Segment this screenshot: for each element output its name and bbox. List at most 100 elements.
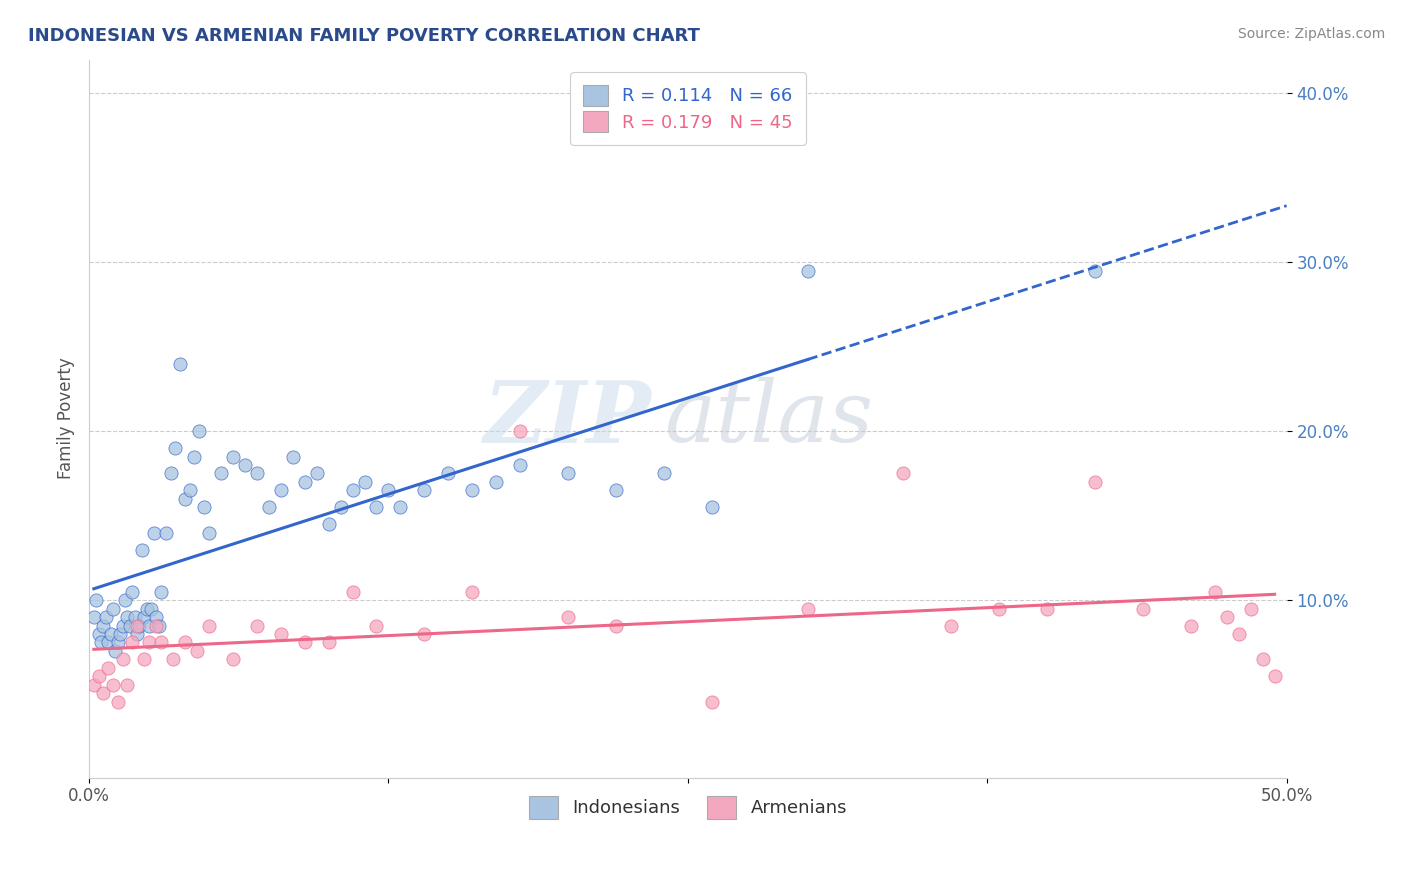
Point bbox=[121, 584, 143, 599]
Point bbox=[377, 483, 399, 498]
Point bbox=[193, 500, 215, 515]
Point bbox=[437, 467, 460, 481]
Point bbox=[461, 483, 484, 498]
Point bbox=[107, 694, 129, 708]
Point bbox=[209, 467, 232, 481]
Point bbox=[485, 475, 508, 489]
Point bbox=[87, 627, 110, 641]
Point bbox=[117, 678, 139, 692]
Point bbox=[233, 458, 256, 472]
Point bbox=[114, 593, 136, 607]
Point bbox=[246, 467, 269, 481]
Point bbox=[366, 500, 388, 515]
Point bbox=[134, 610, 156, 624]
Point bbox=[111, 618, 134, 632]
Point bbox=[198, 525, 221, 540]
Point bbox=[173, 491, 195, 506]
Point bbox=[1251, 652, 1274, 666]
Point bbox=[117, 610, 139, 624]
Point bbox=[294, 475, 316, 489]
Point bbox=[796, 601, 818, 615]
Point bbox=[134, 652, 156, 666]
Point bbox=[135, 601, 157, 615]
Point bbox=[605, 618, 627, 632]
Point bbox=[84, 593, 107, 607]
Point bbox=[318, 635, 340, 649]
Point bbox=[1132, 601, 1154, 615]
Point bbox=[179, 483, 201, 498]
Point bbox=[183, 450, 205, 464]
Point bbox=[125, 627, 148, 641]
Text: INDONESIAN VS ARMENIAN FAMILY POVERTY CORRELATION CHART: INDONESIAN VS ARMENIAN FAMILY POVERTY CO… bbox=[28, 27, 700, 45]
Point bbox=[366, 618, 388, 632]
Point bbox=[159, 467, 181, 481]
Text: ZIP: ZIP bbox=[484, 376, 652, 460]
Point bbox=[1240, 601, 1263, 615]
Point bbox=[389, 500, 412, 515]
Point bbox=[246, 618, 269, 632]
Point bbox=[1264, 669, 1286, 683]
Point bbox=[83, 610, 105, 624]
Point bbox=[188, 424, 211, 438]
Point bbox=[108, 627, 131, 641]
Point bbox=[142, 525, 165, 540]
Point bbox=[97, 635, 120, 649]
Point bbox=[138, 635, 160, 649]
Point bbox=[165, 441, 187, 455]
Point bbox=[342, 584, 364, 599]
Point bbox=[128, 618, 150, 632]
Point bbox=[1180, 618, 1202, 632]
Point bbox=[270, 627, 292, 641]
Point bbox=[988, 601, 1011, 615]
Point bbox=[329, 500, 352, 515]
Point bbox=[353, 475, 375, 489]
Point bbox=[796, 264, 818, 278]
Point bbox=[413, 627, 436, 641]
Point bbox=[131, 542, 153, 557]
Point bbox=[222, 652, 245, 666]
Point bbox=[162, 652, 184, 666]
Point bbox=[1227, 627, 1250, 641]
Point bbox=[155, 525, 177, 540]
Point bbox=[281, 450, 304, 464]
Point bbox=[90, 635, 112, 649]
Point bbox=[700, 500, 723, 515]
Point bbox=[121, 635, 143, 649]
Point bbox=[557, 467, 579, 481]
Point bbox=[257, 500, 280, 515]
Point bbox=[149, 584, 172, 599]
Point bbox=[413, 483, 436, 498]
Point bbox=[461, 584, 484, 599]
Point bbox=[305, 467, 328, 481]
Point bbox=[186, 644, 208, 658]
Y-axis label: Family Poverty: Family Poverty bbox=[58, 358, 75, 480]
Point bbox=[222, 450, 245, 464]
Text: atlas: atlas bbox=[664, 377, 873, 460]
Point bbox=[941, 618, 963, 632]
Point bbox=[87, 669, 110, 683]
Point bbox=[107, 635, 129, 649]
Point bbox=[138, 618, 160, 632]
Point bbox=[198, 618, 221, 632]
Point bbox=[173, 635, 195, 649]
Point bbox=[97, 661, 120, 675]
Point bbox=[83, 678, 105, 692]
Point bbox=[149, 635, 172, 649]
Point bbox=[342, 483, 364, 498]
Point bbox=[1084, 264, 1107, 278]
Point bbox=[294, 635, 316, 649]
Point bbox=[318, 517, 340, 532]
Point bbox=[509, 458, 531, 472]
Point bbox=[100, 627, 122, 641]
Point bbox=[1084, 475, 1107, 489]
Legend: Indonesians, Armenians: Indonesians, Armenians bbox=[522, 789, 853, 826]
Point bbox=[1204, 584, 1226, 599]
Point bbox=[148, 618, 170, 632]
Point bbox=[141, 601, 163, 615]
Point bbox=[652, 467, 675, 481]
Point bbox=[145, 610, 167, 624]
Point bbox=[270, 483, 292, 498]
Point bbox=[111, 652, 134, 666]
Point bbox=[145, 618, 167, 632]
Point bbox=[94, 610, 117, 624]
